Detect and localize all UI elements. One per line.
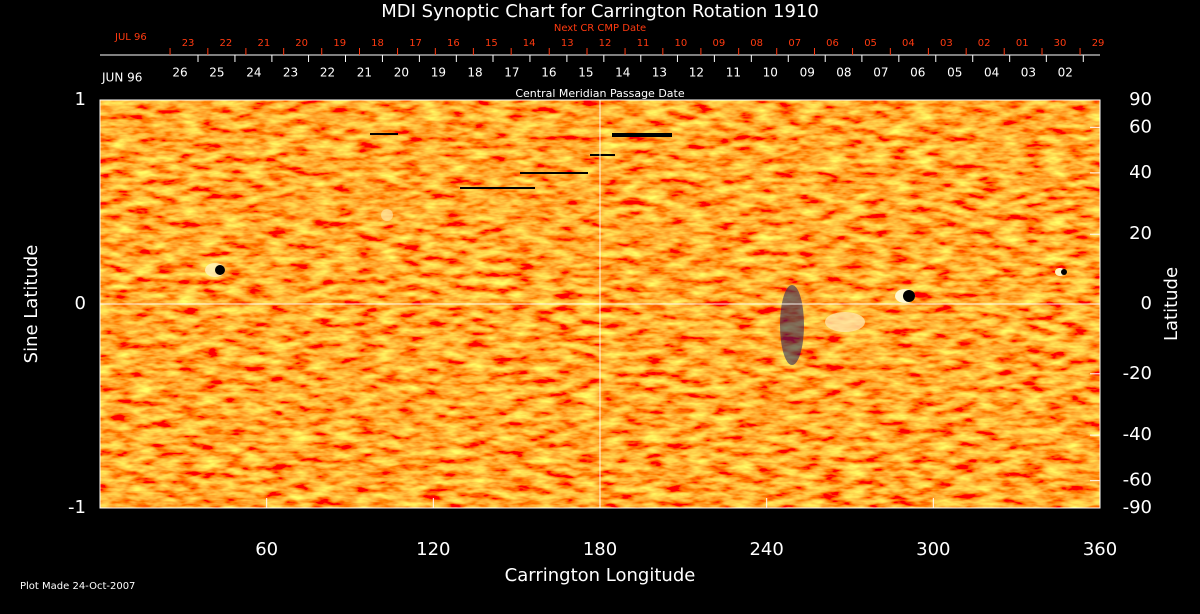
next-cmp-label: 06 xyxy=(826,38,839,49)
y2-tick-label: -90 xyxy=(1123,497,1152,518)
cmp-label: 04 xyxy=(984,66,999,80)
y2-tick-label: 40 xyxy=(1129,162,1152,183)
sunspot xyxy=(215,265,225,275)
y2-axis-label: Latitude xyxy=(1161,267,1182,341)
cmp-month-label: JUN 96 xyxy=(101,71,142,85)
next-cmp-label: 21 xyxy=(258,38,271,49)
data-gap xyxy=(520,172,588,174)
sunspot xyxy=(903,290,915,302)
cmp-label: 03 xyxy=(1021,66,1036,80)
y2-tick-label: -60 xyxy=(1123,470,1152,491)
cmp-label: 05 xyxy=(947,66,962,80)
cmp-label: 17 xyxy=(504,66,519,80)
cmp-label: 19 xyxy=(431,66,446,80)
y2-tick-label: 20 xyxy=(1129,223,1152,244)
x-tick-label: 180 xyxy=(583,539,617,560)
cmp-label: 11 xyxy=(726,66,741,80)
next-cmp-label: 19 xyxy=(333,38,346,49)
cmp-label: 02 xyxy=(1058,66,1073,80)
plage xyxy=(381,209,393,221)
next-cmp-label: 10 xyxy=(674,38,687,49)
cmp-label: 21 xyxy=(357,66,372,80)
negative-region xyxy=(780,285,804,365)
next-cmp-axis-title: Next CR CMP Date xyxy=(554,23,646,34)
next-cmp-label: 05 xyxy=(864,38,877,49)
y-tick-label: 0 xyxy=(75,293,86,314)
x-tick-label: 60 xyxy=(255,539,278,560)
next-cmp-label: 14 xyxy=(523,38,536,49)
next-cmp-label: 12 xyxy=(599,38,612,49)
next-cmp-label: 23 xyxy=(182,38,195,49)
next-cmp-label: 29 xyxy=(1092,38,1105,49)
cmp-label: 24 xyxy=(246,66,261,80)
data-gap xyxy=(370,133,398,135)
cmp-label: 08 xyxy=(836,66,851,80)
cmp-label: 10 xyxy=(763,66,778,80)
cmp-axis-title: Central Meridian Passage Date xyxy=(515,87,684,100)
data-gap xyxy=(612,133,672,137)
next-cmp-label: 01 xyxy=(1016,38,1029,49)
next-cmp-label: 22 xyxy=(219,38,232,49)
cmp-label: 09 xyxy=(800,66,815,80)
features xyxy=(205,133,1067,365)
cmp-label: 25 xyxy=(209,66,224,80)
chart-title: MDI Synoptic Chart for Carrington Rotati… xyxy=(381,1,819,22)
cmp-label: 15 xyxy=(578,66,593,80)
x-tick-label: 240 xyxy=(749,539,783,560)
next-cmp-label: 02 xyxy=(978,38,991,49)
y2-tick-label: 60 xyxy=(1129,116,1152,137)
y-axis-label: Sine Latitude xyxy=(21,245,42,364)
sunspot xyxy=(1061,269,1067,275)
next-cmp-label: 11 xyxy=(637,38,650,49)
y-tick-label: -1 xyxy=(68,497,86,518)
x-tick-label: 120 xyxy=(416,539,450,560)
next-cmp-label: 17 xyxy=(409,38,422,49)
x-tick-label: 300 xyxy=(916,539,950,560)
cmp-label: 23 xyxy=(283,66,298,80)
next-cmp-label: 04 xyxy=(902,38,915,49)
next-cmp-label: 16 xyxy=(447,38,460,49)
cmp-label: 07 xyxy=(873,66,888,80)
next-cmp-label: 15 xyxy=(485,38,498,49)
next-cmp-month-label: JUL 96 xyxy=(114,32,147,43)
data-gap xyxy=(590,154,615,156)
cmp-label: 22 xyxy=(320,66,335,80)
next-cmp-label: 30 xyxy=(1054,38,1067,49)
cmp-label: 12 xyxy=(689,66,704,80)
x-tick-label: 360 xyxy=(1083,539,1117,560)
y2-tick-label: 0 xyxy=(1141,293,1152,314)
next-cmp-label: 18 xyxy=(371,38,384,49)
next-cmp-label: 03 xyxy=(940,38,953,49)
x-axis-label: Carrington Longitude xyxy=(505,565,696,586)
cmp-label: 18 xyxy=(467,66,482,80)
next-cmp-label: 20 xyxy=(295,38,308,49)
y-tick-label: 1 xyxy=(75,89,86,110)
cmp-label: 20 xyxy=(394,66,409,80)
next-cmp-label: 13 xyxy=(561,38,574,49)
next-cmp-label: 08 xyxy=(750,38,763,49)
plage xyxy=(825,312,865,332)
y2-tick-label: 90 xyxy=(1129,89,1152,110)
next-cmp-label: 07 xyxy=(788,38,801,49)
cmp-label: 26 xyxy=(172,66,187,80)
cmp-label: 13 xyxy=(652,66,667,80)
footer: Plot Made 24-Oct-2007 xyxy=(20,581,135,592)
next-cmp-label: 09 xyxy=(713,38,726,49)
cmp-label: 06 xyxy=(910,66,925,80)
y2-tick-label: -40 xyxy=(1123,424,1152,445)
cmp-label: 14 xyxy=(615,66,630,80)
data-gap xyxy=(460,187,535,189)
cmp-label: 16 xyxy=(541,66,556,80)
y2-tick-label: -20 xyxy=(1123,363,1152,384)
